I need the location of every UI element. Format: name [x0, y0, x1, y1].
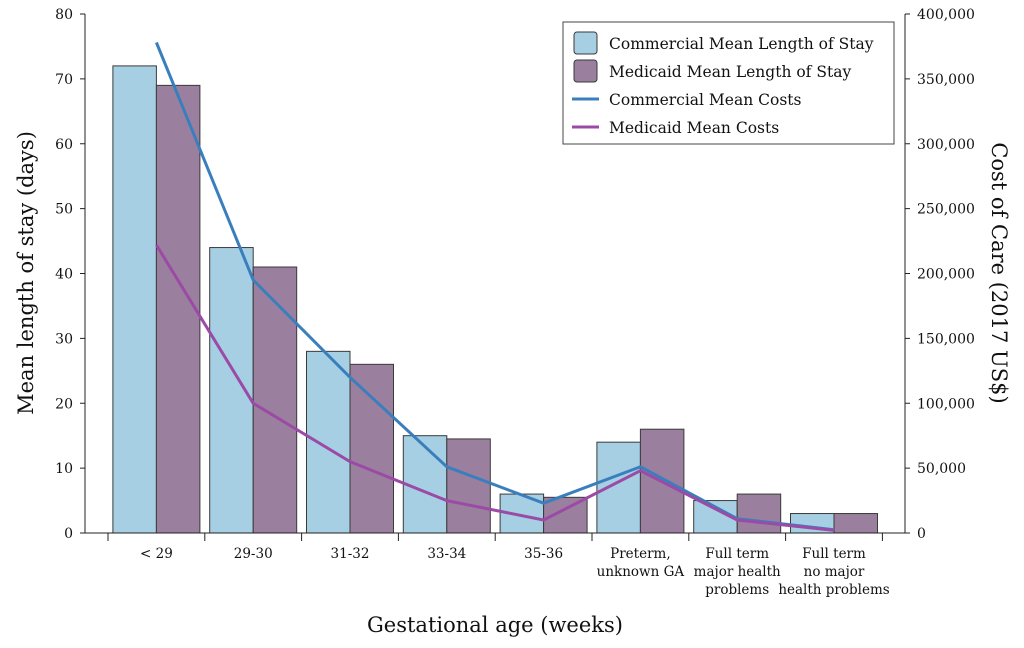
bar-commercial-2 — [306, 350, 351, 534]
legend-label-1: Medicaid Mean Length of Stay — [609, 63, 851, 81]
x-tick-label-line: no major — [804, 564, 865, 580]
y2-tick-label-7: 350,000 — [917, 72, 975, 88]
x-tick-label-line: Full term — [802, 546, 866, 562]
x-tick-label-0: < 29 — [140, 546, 173, 562]
legend-label-0: Commercial Mean Length of Stay — [609, 35, 874, 53]
x-tick-label-line: unknown GA — [597, 564, 685, 580]
y-tick-label-6: 60 — [55, 137, 73, 153]
bar-medicaid-3 — [446, 438, 491, 534]
y-tick-label-3: 30 — [55, 331, 73, 347]
y-tick-label-0: 0 — [64, 526, 73, 542]
y2-tick-label-2: 100,000 — [917, 396, 975, 412]
y-tick-label-8: 80 — [55, 7, 73, 23]
legend-swatch-0 — [573, 31, 598, 55]
legend: Commercial Mean Length of Stay Medicaid M… — [562, 21, 895, 145]
axes-layer: 0 0 10 50,000 20 100,000 30 150,000 40 200,000 50 2… — [55, 7, 975, 598]
bar-medicaid-2 — [349, 363, 394, 534]
y-tick-label-7: 70 — [55, 72, 73, 88]
x-tick-label-line: 35-36 — [524, 546, 563, 562]
legend-label-2: Commercial Mean Costs — [609, 91, 802, 109]
y2-tick-label-4: 200,000 — [917, 267, 975, 283]
x-tick-label-line: < 29 — [140, 546, 173, 562]
x-tick-label-line: Full term — [705, 546, 769, 562]
x-tick-label-line: health problems — [778, 582, 889, 598]
x-tick-label-line: 31-32 — [331, 546, 370, 562]
legend-swatch-1 — [573, 59, 598, 83]
y-tick-label-1: 10 — [55, 461, 73, 477]
y-tick-label-2: 20 — [55, 396, 73, 412]
x-tick-label-line: problems — [705, 582, 769, 598]
x-tick-label-line: 29-30 — [234, 546, 273, 562]
legend-frame — [562, 21, 895, 145]
y-axis-title: Mean length of stay (days) — [14, 131, 38, 415]
line-medicaid-costs — [155, 244, 835, 532]
x-tick-label-line: 33-34 — [427, 546, 466, 562]
x-tick-label-7: Full term no major health problems — [778, 546, 889, 598]
y2-tick-label-0: 0 — [917, 526, 926, 542]
y2-axis-title: Cost of Care (2017 US$) — [987, 142, 1011, 403]
y2-tick-label-8: 400,000 — [917, 7, 975, 23]
line-commercial-costs — [155, 41, 835, 532]
y2-tick-label-3: 150,000 — [917, 331, 975, 347]
lines-layer — [155, 41, 835, 532]
y2-tick-label-6: 300,000 — [917, 137, 975, 153]
bar-medicaid-6 — [736, 493, 782, 534]
y2-tick-label-5: 250,000 — [917, 202, 975, 218]
bar-commercial-5 — [596, 441, 641, 534]
x-tick-label-line: Preterm, — [610, 546, 671, 562]
x-tick-label-1: 29-30 — [234, 546, 273, 562]
bar-medicaid-7 — [833, 513, 878, 534]
y2-tick-label-1: 50,000 — [917, 461, 966, 477]
x-tick-label-5: Preterm, unknown GA — [597, 546, 685, 580]
bar-medicaid-0 — [155, 84, 201, 534]
bars-layer — [112, 65, 878, 534]
x-tick-label-3: 33-34 — [427, 546, 466, 562]
x-axis-title: Gestational age (weeks) — [367, 613, 623, 637]
y-tick-label-4: 40 — [55, 267, 73, 283]
bar-medicaid-1 — [252, 266, 298, 534]
x-tick-label-6: Full term major health problems — [694, 546, 781, 598]
legend-label-3: Medicaid Mean Costs — [609, 119, 779, 137]
y-tick-label-5: 50 — [55, 202, 73, 218]
x-tick-label-2: 31-32 — [331, 546, 370, 562]
bar-commercial-0 — [112, 65, 157, 534]
x-tick-label-4: 35-36 — [524, 546, 563, 562]
x-tick-label-line: major health — [694, 564, 781, 580]
